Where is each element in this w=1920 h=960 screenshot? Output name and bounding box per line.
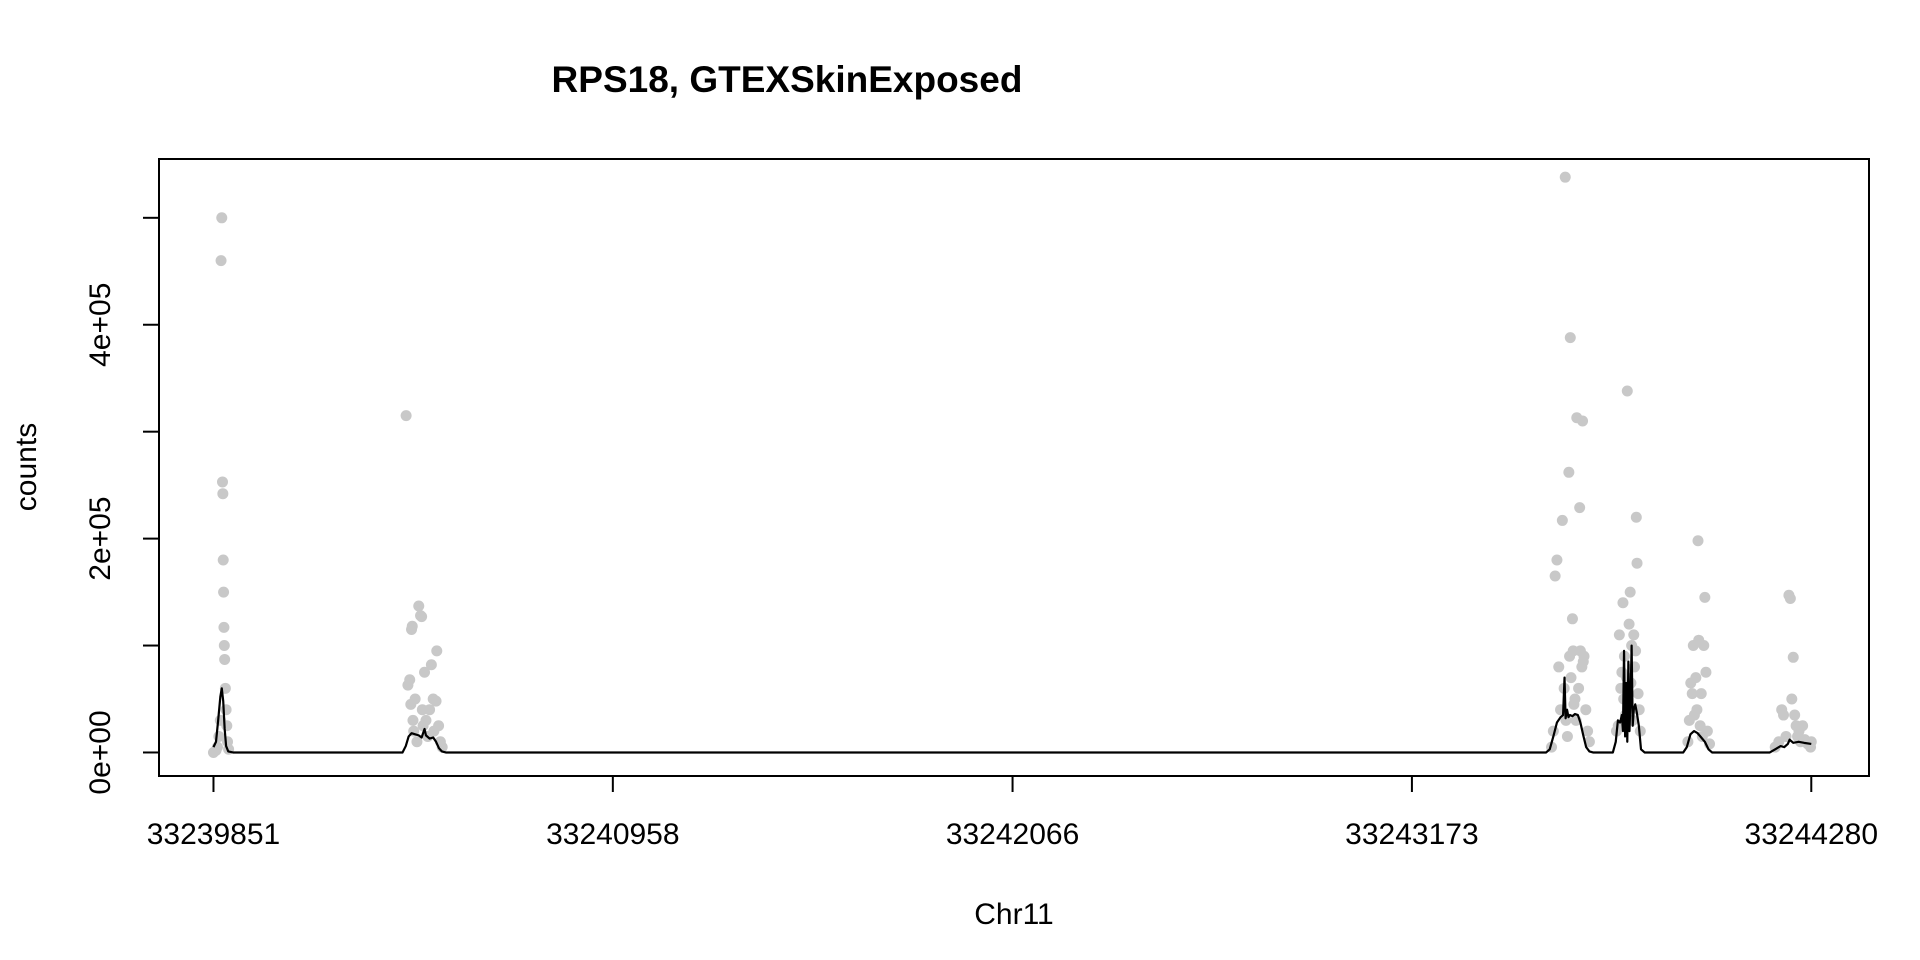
y-tick-label: 4e+05 <box>84 283 117 367</box>
data-point <box>1686 688 1698 700</box>
data-point <box>1617 597 1629 609</box>
data-point <box>1553 661 1565 673</box>
data-point <box>1692 535 1704 547</box>
data-point <box>216 212 228 224</box>
line-layer <box>212 644 1812 754</box>
x-tick-label: 33244280 <box>1745 818 1878 851</box>
data-point <box>1699 591 1711 603</box>
data-point <box>1565 672 1577 684</box>
data-point <box>1698 640 1710 652</box>
data-point <box>1556 514 1568 526</box>
data-point <box>1805 736 1817 748</box>
data-point <box>1580 704 1592 716</box>
x-axis-label: Chr11 <box>974 898 1053 931</box>
data-point <box>1787 651 1799 663</box>
y-axis: 0e+00 2e+05 4e+05 <box>84 216 160 795</box>
data-point <box>1624 586 1636 598</box>
data-point <box>1789 709 1801 721</box>
data-point <box>219 653 231 665</box>
data-point <box>406 620 418 632</box>
x-tick-label: 33239851 <box>147 818 280 851</box>
data-point <box>411 736 423 748</box>
data-point <box>1630 511 1642 523</box>
data-point <box>217 554 229 566</box>
data-point <box>1691 704 1703 716</box>
data-point <box>1784 592 1796 604</box>
data-point <box>420 714 432 726</box>
data-point <box>433 720 445 732</box>
data-point <box>221 720 233 732</box>
data-point <box>1701 725 1713 737</box>
data-point <box>1700 666 1712 678</box>
data-point <box>1778 709 1789 721</box>
data-point <box>1583 736 1595 748</box>
data-point <box>218 586 230 598</box>
data-point <box>1561 730 1573 742</box>
data-point <box>1582 725 1594 737</box>
x-axis: 33239851 33240958 33242066 33243173 33244280 <box>147 775 1878 851</box>
chart-title: RPS18, GTEXSkinExposed <box>552 59 1023 100</box>
data-point <box>404 674 416 686</box>
data-point <box>425 659 437 671</box>
data-point <box>431 645 443 657</box>
data-point <box>1797 720 1809 732</box>
data-point <box>1549 570 1561 582</box>
points-layer <box>207 171 1817 758</box>
data-point <box>216 476 228 488</box>
data-point <box>424 704 436 716</box>
data-point <box>218 640 230 652</box>
data-point <box>416 611 428 623</box>
x-tick-label: 33242066 <box>946 818 1079 851</box>
data-point <box>409 693 421 705</box>
data-point <box>1573 682 1585 694</box>
coverage-line <box>212 644 1812 754</box>
data-point <box>1690 672 1702 684</box>
data-point <box>1621 385 1633 397</box>
y-tick-label: 0e+00 <box>84 710 117 794</box>
data-point <box>1578 650 1590 662</box>
data-point <box>218 621 230 633</box>
data-point <box>220 704 232 716</box>
data-point <box>1628 629 1640 641</box>
data-point <box>400 410 412 422</box>
data-point <box>1786 693 1798 705</box>
data-point <box>1574 502 1586 514</box>
y-axis-label: counts <box>10 423 43 511</box>
data-point <box>1559 171 1571 183</box>
data-point <box>215 255 227 267</box>
data-point <box>1566 613 1578 625</box>
data-point <box>1577 415 1589 427</box>
x-tick-label: 33243173 <box>1345 818 1478 851</box>
data-point <box>430 695 442 707</box>
data-point <box>1551 554 1563 566</box>
data-point <box>1613 629 1625 641</box>
data-point <box>1630 645 1642 657</box>
data-point <box>217 488 229 500</box>
data-point <box>1569 693 1581 705</box>
data-point <box>1564 332 1576 344</box>
data-point <box>1632 688 1644 700</box>
data-point <box>413 600 425 612</box>
x-tick-label: 33240958 <box>546 818 679 851</box>
data-point <box>1695 688 1707 700</box>
data-point <box>1623 618 1635 630</box>
data-point <box>1563 466 1575 478</box>
data-point <box>1631 557 1643 569</box>
data-point <box>407 714 419 726</box>
y-tick-label: 2e+05 <box>84 496 117 580</box>
data-point <box>419 666 431 678</box>
